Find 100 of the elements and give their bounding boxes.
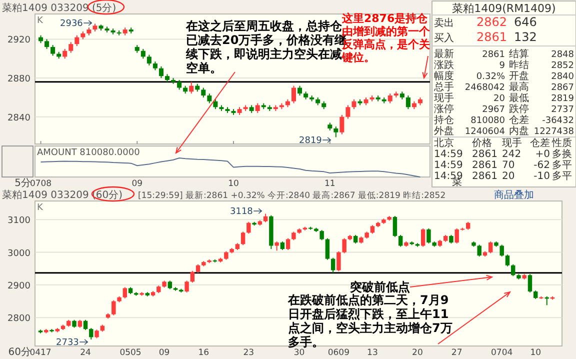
candlestick: [140, 48, 146, 60]
text: 9: [499, 61, 506, 71]
x-tick-label: 20: [412, 348, 423, 358]
y-axis-title: K: [37, 203, 44, 213]
x-tick-label: 10: [530, 348, 542, 358]
x-tick-label: 09: [158, 348, 170, 358]
text: 现手: [434, 92, 454, 104]
candlestick: [189, 81, 194, 94]
text: 14:59: [434, 149, 463, 160]
x-axis-title: 60分: [8, 346, 31, 358]
x-tick-label: 24: [80, 348, 91, 358]
text: 持仓: [434, 114, 454, 126]
text: 132: [514, 30, 537, 44]
candlestick: [62, 48, 68, 60]
chart-title: 菜粕1409 033209 (60分): [2, 189, 123, 201]
candlestick: [510, 264, 516, 277]
candlestick: [500, 244, 504, 258]
candlestick: [334, 126, 338, 138]
text: 646: [514, 15, 537, 29]
text: 卖出: [434, 17, 454, 29]
text: 开盘: [509, 70, 529, 82]
text: 2468042: [464, 83, 505, 93]
y-tick-label: 2900: [8, 281, 31, 292]
text: 最低: [509, 93, 529, 104]
text: +0: [535, 149, 550, 160]
x-tick-label: 0417: [30, 348, 52, 358]
text: -62: [534, 160, 550, 171]
x-axis-title: 5分: [14, 177, 31, 189]
y-tick-label: 3100: [8, 216, 31, 226]
candlestick: [74, 34, 80, 47]
candlestick: [398, 234, 403, 248]
text: 2861: [472, 171, 498, 182]
annotation: 在跌破前低点的第二天，7月9日开盘后猛烈下跌，至上午11点之间，空头主力主动增仓7万多手。: [287, 293, 452, 349]
candlestick: [420, 228, 426, 248]
text: 2840: [551, 72, 574, 82]
text: 810080: [470, 116, 506, 126]
x-tick-label: 27: [451, 348, 462, 358]
x-tick-label: 0704: [491, 348, 513, 358]
candlestick: [330, 257, 336, 274]
candlestick: [44, 38, 50, 50]
text: -36432: [542, 116, 574, 126]
x-tick-label: 0505: [120, 348, 142, 358]
annotation: 2936: [60, 19, 84, 29]
text: 20: [502, 171, 515, 182]
text: 北京: [434, 137, 454, 149]
chart-title: 菜粕1409 033209 (5分): [2, 2, 116, 14]
candlestick: [477, 244, 482, 258]
text: -10: [534, 171, 550, 182]
text: 1227438: [534, 127, 574, 137]
text: 价格: [471, 137, 492, 149]
candlestick: [392, 216, 398, 238]
candlestick: [89, 328, 94, 340]
text: 菜粕1409(RM1409): [452, 2, 556, 15]
chart-subtitle: [15:29:59] 最新:2861 +0.32% 今开:2840 最高:2867 最低:2819 昨结:2852: [138, 190, 446, 201]
text: 2862: [476, 15, 507, 29]
candlestick: [340, 114, 344, 135]
y-tick-label: 2880: [8, 74, 31, 85]
candlestick: [505, 254, 510, 267]
x-tick-label: 16: [198, 348, 210, 358]
y-tick-label: 2920: [8, 36, 31, 46]
text: 2737: [551, 105, 574, 115]
candlestick: [342, 238, 346, 254]
y-tick-label: 2800: [8, 314, 31, 324]
candlestick: [320, 230, 324, 241]
candlestick: [255, 102, 260, 114]
text: 幅度: [434, 70, 454, 82]
text: 现手: [502, 137, 522, 149]
candlestick: [146, 54, 152, 66]
text: 0.32%: [476, 72, 506, 82]
text: 2819: [551, 94, 574, 104]
text: 14:59: [434, 160, 463, 171]
text: 总手: [433, 81, 454, 93]
candlestick: [122, 286, 128, 299]
text: 70: [502, 160, 515, 171]
y-tick-label: 3000: [8, 248, 31, 259]
text: 跌停: [509, 103, 529, 115]
annotation: 突破前低点: [349, 280, 410, 294]
candlestick: [68, 42, 74, 54]
candlestick: [291, 85, 296, 104]
text: 2848: [551, 50, 574, 60]
annotation: 2733: [56, 338, 79, 348]
annotation: 3118: [230, 207, 254, 217]
text: 2861: [472, 149, 498, 160]
text: 内盘: [509, 125, 529, 137]
candlestick: [406, 94, 410, 110]
candlestick: [112, 300, 116, 316]
text: 多平: [552, 170, 572, 182]
text: 242: [502, 149, 522, 160]
candlestick: [246, 221, 251, 234]
candlestick: [298, 85, 302, 96]
chart-title: AMOUNT 810080.0000: [37, 148, 140, 158]
candlestick: [50, 44, 56, 56]
text: 仓差: [509, 114, 529, 126]
candlestick: [158, 66, 164, 79]
candlestick: [83, 319, 88, 330]
text: 性质: [551, 137, 572, 149]
y-tick-label: 2840: [8, 113, 31, 124]
text: 多平: [552, 159, 572, 171]
text: 涨跌: [434, 59, 454, 71]
text: 2852: [551, 61, 574, 71]
